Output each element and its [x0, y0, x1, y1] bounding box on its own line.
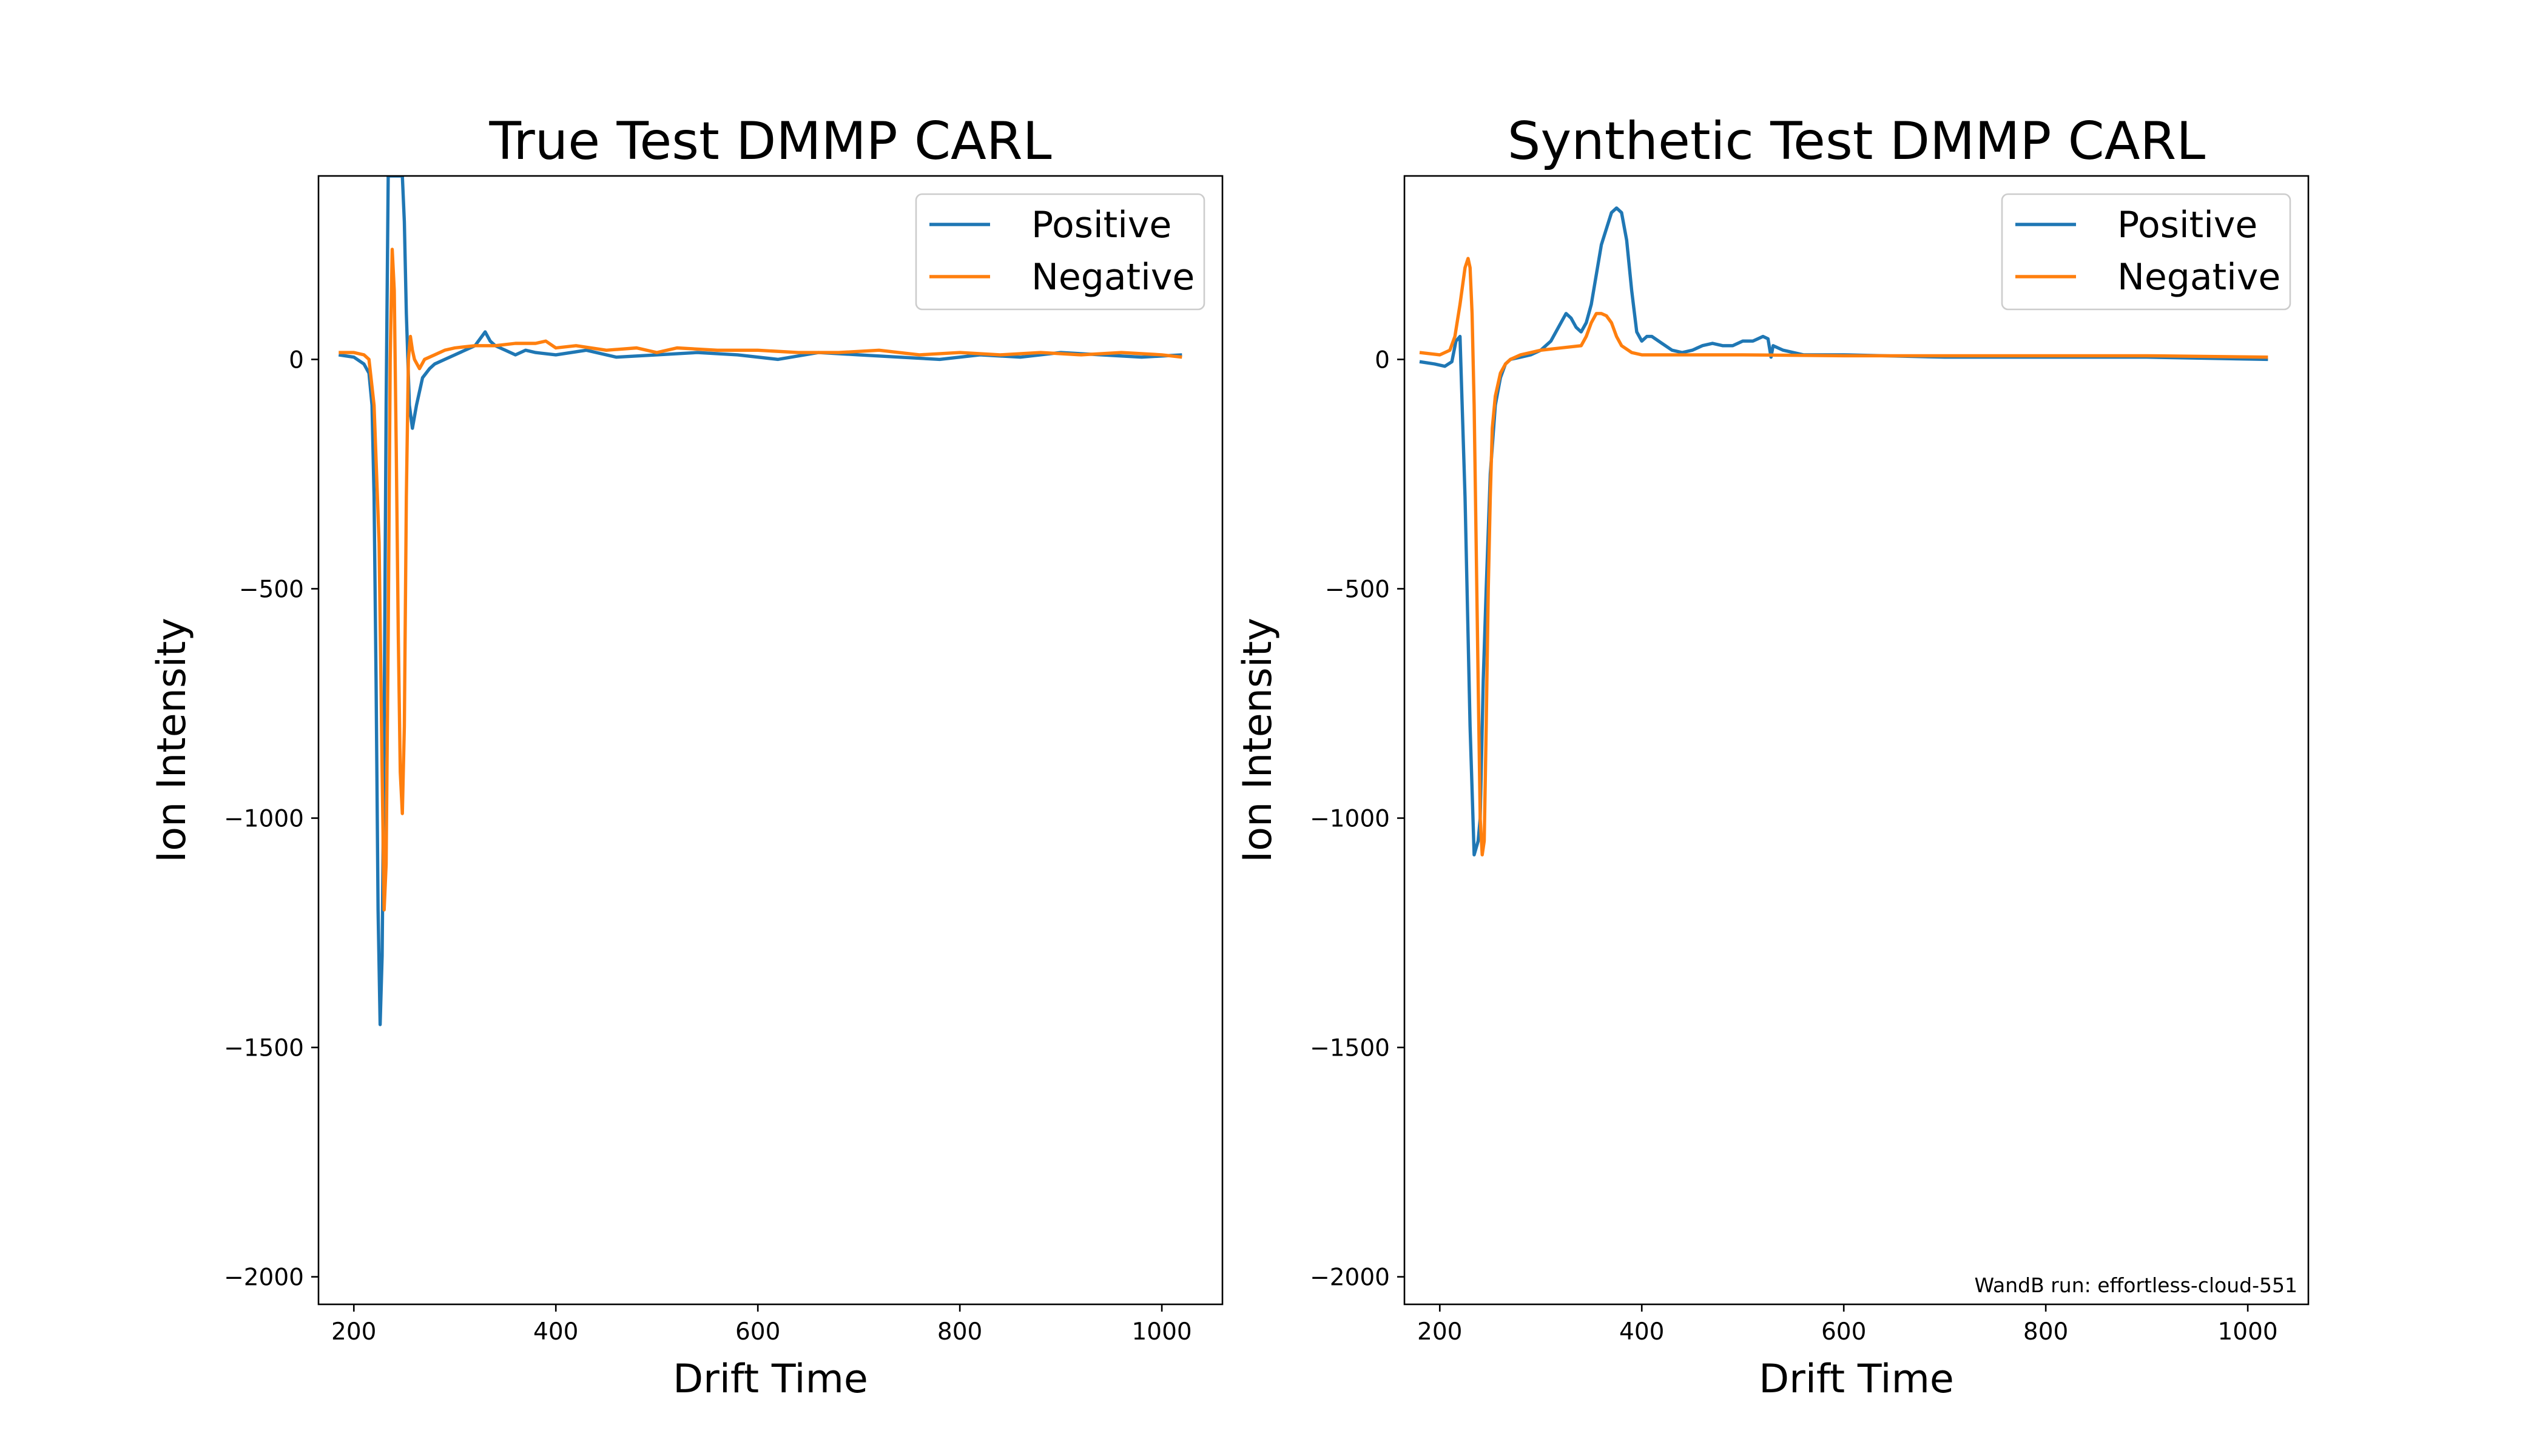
right-x-tick-label: 1000	[2217, 1318, 2277, 1346]
left-y-tick-label: −1000	[224, 806, 304, 833]
right-x-tick-label: 600	[1821, 1318, 1866, 1346]
right-x-tick-label: 800	[2023, 1318, 2068, 1346]
right-x-tick-label: 200	[1417, 1318, 1462, 1346]
right-y-tick-label: −2000	[1310, 1264, 1390, 1292]
left-x-tick-label: 200	[331, 1318, 376, 1346]
left-legend-positive-label: Positive	[1031, 204, 1171, 246]
right-x-tick-label: 400	[1619, 1318, 1664, 1346]
left-y-tick-label: −2000	[224, 1264, 304, 1292]
right-y-tick-label: −1500	[1310, 1035, 1390, 1062]
right-wandb-annotation: WandB run: effortless-cloud-551	[1975, 1273, 2298, 1297]
right-y-axis-label: Ion Intensity	[1235, 618, 1281, 863]
right-x-axis-label: Drift Time	[1759, 1357, 1954, 1402]
right-legend-positive-label: Positive	[2117, 204, 2257, 246]
right-y-tick-label: −500	[1325, 576, 1390, 603]
left-y-tick-label: −1500	[224, 1035, 304, 1062]
right-y-tick-label: −1000	[1310, 806, 1390, 833]
right-legend-negative-label: Negative	[2117, 256, 2280, 298]
left-x-tick-label: 1000	[1131, 1318, 1191, 1346]
right-chart-title: Synthetic Test DMMP CARL	[1508, 111, 2206, 172]
left-chart-title: True Test DMMP CARL	[488, 111, 1051, 172]
left-x-axis-label: Drift Time	[673, 1357, 868, 1402]
left-x-tick-label: 600	[735, 1318, 780, 1346]
left-legend-negative-label: Negative	[1031, 256, 1195, 298]
right-legend: Positive Negative	[2002, 194, 2290, 309]
left-y-tick-label: −500	[239, 576, 304, 603]
left-x-tick-label: 400	[533, 1318, 578, 1346]
left-legend: Positive Negative	[916, 194, 1204, 309]
left-y-tick-label: 0	[289, 346, 304, 374]
left-x-tick-label: 800	[937, 1318, 982, 1346]
left-y-axis-label: Ion Intensity	[149, 618, 195, 863]
right-y-tick-label: 0	[1375, 346, 1390, 374]
